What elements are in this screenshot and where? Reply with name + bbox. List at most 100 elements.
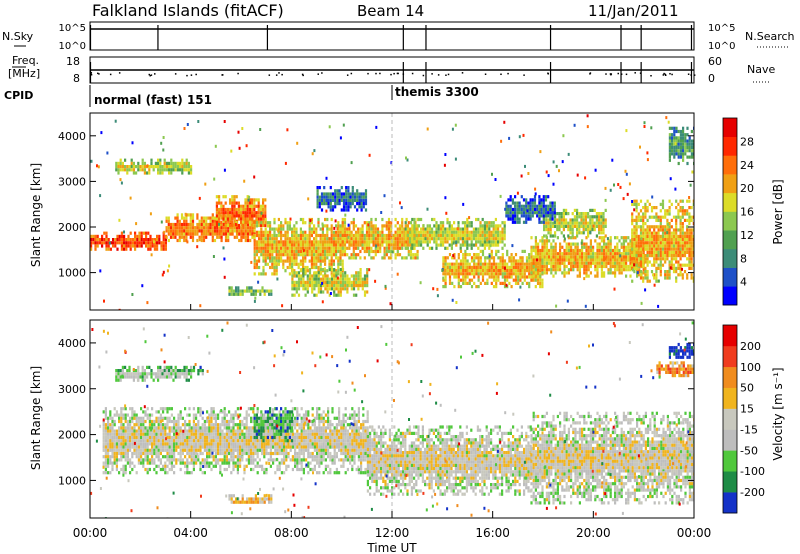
power-cell: [176, 226, 179, 230]
power-cell: [139, 165, 142, 169]
power-cell: [636, 274, 639, 278]
power-cell: [107, 241, 110, 245]
power-cell: [280, 253, 283, 257]
velocity-cell: [153, 448, 156, 452]
power-cell: [360, 198, 363, 202]
power-cell: [394, 256, 397, 260]
power-cell: [677, 215, 680, 219]
power-cell: [473, 272, 476, 276]
power-cell: [331, 208, 335, 212]
power-cell: [637, 238, 640, 242]
power-cell: [138, 234, 141, 238]
power-cell: [244, 229, 247, 233]
power-cell: [97, 165, 100, 169]
power-cell: [442, 221, 445, 225]
power-cell: [470, 265, 474, 269]
power-cell: [506, 249, 509, 253]
power-cell: [585, 268, 588, 272]
velocity-cell: [155, 439, 158, 443]
velocity-cell: [148, 458, 151, 462]
power-cell: [341, 217, 344, 222]
power-cell: [552, 255, 555, 259]
power-cell: [299, 253, 302, 257]
power-cell: [422, 227, 425, 231]
cpid-mode-2: themis 3300: [395, 85, 479, 99]
power-cell: [479, 221, 482, 225]
power-cell: [120, 247, 123, 251]
velocity-cell: [159, 461, 162, 465]
power-cell: [616, 258, 619, 262]
power-cell: [512, 256, 515, 260]
power-cell: [604, 208, 607, 212]
power-cell: [249, 226, 252, 230]
power-cell: [367, 223, 370, 227]
power-cell: [677, 228, 680, 232]
nave-dot: [98, 73, 100, 75]
power-cell: [349, 202, 352, 206]
power-cell: [284, 243, 287, 247]
power-cell: [679, 273, 682, 277]
power-cell: [308, 243, 311, 247]
power-cell: [297, 277, 301, 281]
power-cell: [339, 290, 342, 294]
velocity-cell: [148, 416, 151, 420]
velocity-cell: [120, 419, 123, 424]
power-cell: [468, 216, 471, 220]
velocity-cell: [129, 445, 132, 449]
power-cell: [569, 218, 572, 222]
power-cell: [681, 276, 684, 280]
power-cell: [299, 233, 302, 238]
power-cell: [536, 214, 539, 218]
power-cell: [486, 262, 489, 266]
power-cell: [306, 280, 309, 284]
power-cell: [310, 265, 313, 270]
power-cell: [688, 254, 691, 258]
power-cell: [596, 245, 599, 249]
power-cell: [138, 231, 141, 235]
power-cell: [653, 260, 656, 264]
power-cell: [339, 274, 342, 278]
power-cell: [576, 231, 579, 235]
power-cell: [624, 169, 627, 173]
power-cell: [251, 211, 254, 215]
power-cell: [446, 272, 449, 276]
power-cell: [559, 248, 562, 253]
power-cell: [514, 269, 518, 273]
power-cell: [499, 256, 502, 260]
power-cell: [561, 255, 564, 259]
power-cell: [159, 158, 162, 162]
power-cell: [486, 269, 489, 273]
velocity-cell: [140, 407, 143, 411]
velocity-cell: [113, 432, 116, 436]
power-cell: [642, 260, 645, 264]
power-cell: [275, 269, 278, 273]
velocity-cell: [148, 413, 151, 417]
power-cell: [390, 249, 393, 254]
power-cell: [390, 227, 393, 231]
power-cell: [299, 237, 302, 241]
power-cell: [642, 271, 645, 275]
power-cell: [562, 234, 565, 238]
power-cell: [363, 277, 367, 281]
power-cell: [339, 237, 342, 241]
velocity-cell: [155, 435, 158, 440]
velocity-cell: [140, 455, 143, 459]
power-cell: [426, 227, 429, 231]
power-cell: [335, 271, 338, 275]
power-cell: [329, 186, 332, 190]
power-cell: [675, 254, 678, 258]
power-cell: [459, 269, 463, 273]
power-cell: [475, 256, 478, 260]
power-cell: [361, 284, 364, 288]
power-cell: [233, 195, 236, 199]
velocity-cell: [107, 471, 110, 475]
power-cell: [499, 224, 502, 228]
power-cell: [567, 152, 570, 156]
power-cell: [466, 281, 469, 285]
velocity-cell: [151, 423, 154, 427]
power-cell: [664, 241, 667, 245]
power-cell: [517, 259, 520, 263]
power-cell: [407, 221, 410, 225]
power-cell: [642, 254, 645, 258]
power-cell: [202, 226, 206, 230]
